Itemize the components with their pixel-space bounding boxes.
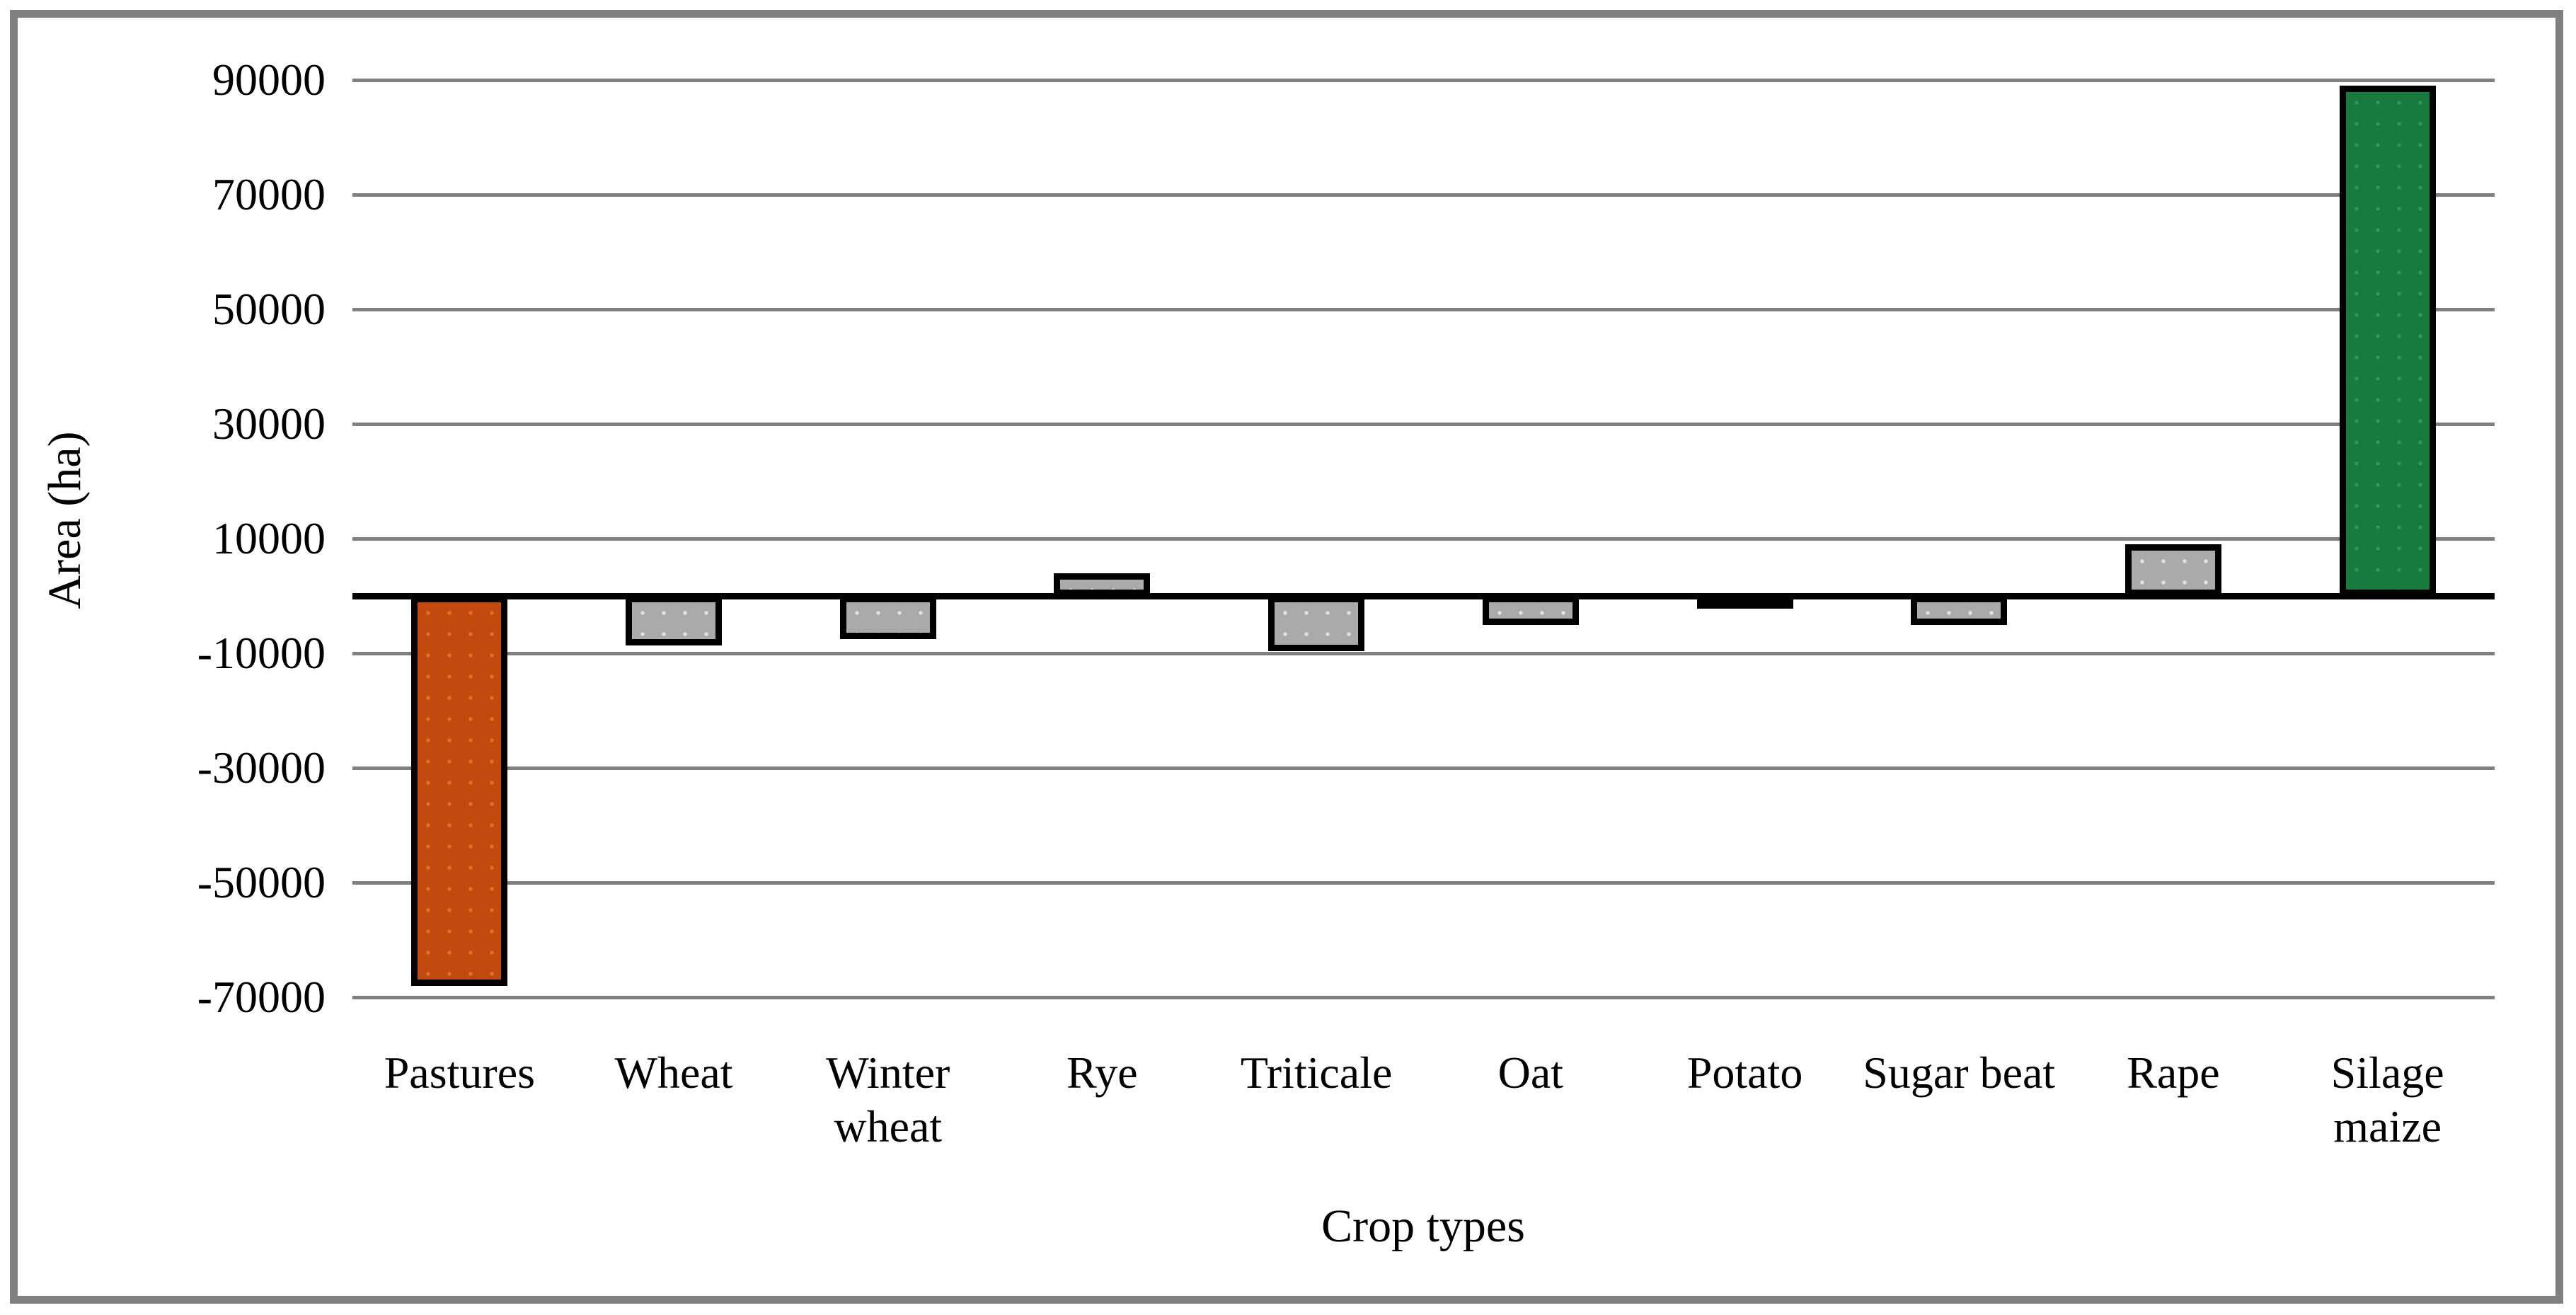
x-category-label-sugar-beat: Sugar beat bbox=[1863, 1047, 2056, 1098]
y-tick-label--10000: -10000 bbox=[197, 628, 326, 678]
x-category-label-winter-wheat: Winter wheat bbox=[826, 1047, 950, 1152]
bar-rape bbox=[2124, 544, 2221, 596]
bar-rye bbox=[1054, 573, 1151, 596]
y-tick-label--30000: -30000 bbox=[197, 742, 326, 793]
y-tick-label--70000: -70000 bbox=[197, 972, 326, 1022]
x-category-label-oat: Oat bbox=[1497, 1047, 1564, 1098]
bar-triticale bbox=[1268, 596, 1365, 651]
zero-axis-line bbox=[352, 592, 2495, 599]
bar-potato bbox=[1696, 596, 1793, 609]
bar-oat bbox=[1482, 596, 1579, 625]
gridline-10000 bbox=[352, 536, 2495, 541]
chart-frame-border bbox=[10, 10, 2563, 1304]
plot-area bbox=[352, 78, 2495, 999]
gridline-30000 bbox=[352, 422, 2495, 426]
gridline-70000 bbox=[352, 193, 2495, 197]
x-category-label-pastures: Pastures bbox=[384, 1047, 535, 1098]
bar-sugar-beat bbox=[1911, 596, 2008, 625]
bar-silage-maize bbox=[2339, 86, 2436, 596]
gridline--70000 bbox=[352, 995, 2495, 999]
bar-pastures bbox=[411, 596, 508, 986]
x-axis-title: Crop types bbox=[1321, 1200, 1525, 1252]
bar-winter-wheat bbox=[839, 596, 936, 639]
x-category-label-rye: Rye bbox=[1066, 1047, 1138, 1098]
y-tick-label-50000: 50000 bbox=[212, 284, 326, 334]
gridline--30000 bbox=[352, 766, 2495, 770]
x-category-label-wheat: Wheat bbox=[614, 1047, 733, 1098]
y-tick-label--50000: -50000 bbox=[197, 857, 326, 907]
gridline--50000 bbox=[352, 880, 2495, 885]
x-category-label-rape: Rape bbox=[2127, 1047, 2220, 1098]
gridline--10000 bbox=[352, 651, 2495, 655]
bar-wheat bbox=[626, 596, 723, 646]
y-tick-label-70000: 70000 bbox=[212, 169, 326, 219]
x-category-label-potato: Potato bbox=[1686, 1047, 1803, 1098]
y-tick-label-10000: 10000 bbox=[212, 513, 326, 563]
gridline-90000 bbox=[352, 78, 2495, 82]
x-category-label-silage-maize: Silage maize bbox=[2330, 1047, 2444, 1152]
gridline-50000 bbox=[352, 307, 2495, 311]
y-tick-label-30000: 30000 bbox=[212, 398, 326, 449]
y-tick-label-90000: 90000 bbox=[212, 54, 326, 105]
x-category-label-triticale: Triticale bbox=[1240, 1047, 1393, 1098]
